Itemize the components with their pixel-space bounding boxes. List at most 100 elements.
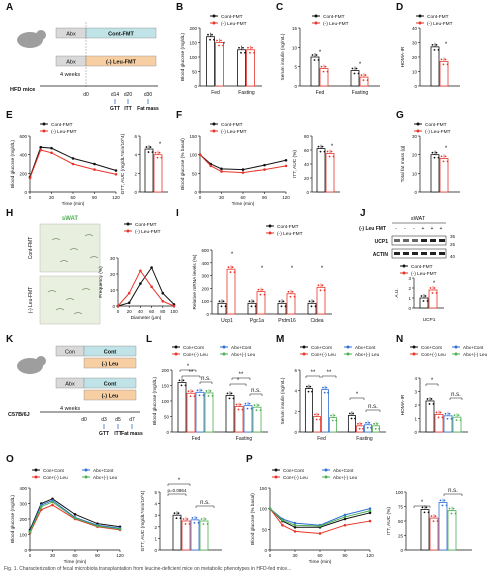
data-point [423,511,426,514]
data-point [358,427,361,430]
data-point [284,305,287,308]
significance-bracket [443,493,463,496]
data-point [320,65,323,68]
bar [452,416,462,433]
bar [447,510,457,551]
legend-marker [274,475,278,479]
data-point [220,305,223,308]
legend-marker [126,222,130,226]
x-axis-label: UCP1 [423,317,436,323]
data-point [268,507,272,510]
data-point [319,418,321,421]
x-tick-label: 60 [72,553,78,558]
significance-label: ** [239,372,244,378]
legend-entry: Cont-FMT [411,264,433,270]
y-axis-label: Serum insulin (ng/mL) [280,377,286,424]
blot-band [430,252,436,255]
significance-label: n.s. [251,388,261,394]
data-point [343,523,347,527]
legend-marker [416,129,420,133]
y-tick-label: 100 [395,490,403,495]
tissue-strand [47,290,57,293]
y-tick-label: 2 [414,403,417,408]
y-tick-label: 200 [201,286,209,291]
data-point [227,266,230,269]
data-point [93,162,96,166]
bar [234,406,244,433]
mw-marker: 35 [450,234,456,239]
panel-letter-p: P [246,454,253,465]
leu-box [83,389,137,401]
data-point [432,520,435,522]
data-point [348,412,351,415]
y-tick-label: 10 [292,45,298,50]
y-axis-label: GTT, AUC (mg/dL*min/10^4) [140,490,146,551]
data-point [457,414,460,417]
series-line [29,498,121,531]
day-label: d0 [81,417,87,423]
tissue-strand [59,260,69,263]
data-point [207,395,210,397]
leu-label: (-) Leu [102,362,119,368]
data-point [435,43,438,46]
data-point [330,150,333,153]
data-point [433,156,436,159]
test-label: ITT [114,431,122,437]
legend-entry: Con+Cont [311,345,333,350]
data-point [71,157,75,160]
tissue-strand [73,312,83,315]
bar [190,519,200,551]
data-point [127,301,131,305]
y-tick-label: 15 [292,26,298,31]
data-point [250,407,253,410]
data-point [257,288,260,291]
data-point [343,515,347,519]
bar [144,148,154,193]
data-point [362,79,365,82]
x-tick-label: 60 [149,309,155,314]
legend-entry: Abx+(-) Leu [463,352,488,357]
cont-box [83,377,137,389]
data-point [50,151,53,155]
data-point [149,146,152,148]
legend-entry: (-) Leu-FMT [411,271,437,277]
data-point [430,398,433,400]
x-tick-label: 120 [116,553,124,558]
legend-entry: (-) Leu-FMT [427,21,453,27]
data-point [310,305,313,308]
category-label: Fed [317,436,326,442]
y-tick-label: 100 [201,299,209,304]
data-point [319,150,322,153]
y-tick-label: 50 [164,415,170,420]
data-point [322,386,324,389]
data-point [226,392,229,395]
data-point [284,158,288,162]
legend-marker [222,352,226,356]
legend-entry: (-) Leu-FMT [277,231,303,237]
significance-label: * [291,266,294,272]
data-point [343,513,347,517]
y-tick-label: 20 [412,55,418,60]
x-tick-label: 30 [219,195,225,200]
category-label: Fasting [236,436,253,442]
y-axis-label: Blood glucose (mg/dL) [152,377,158,425]
y-tick-label: 30 [412,134,418,139]
legend-marker [418,14,422,18]
data-point [350,417,353,420]
legend-marker [212,122,216,126]
data-point [439,499,442,502]
lane-sign: + [422,226,425,232]
data-point [368,421,371,424]
data-point [452,507,455,510]
legend-marker [418,21,422,25]
x-tick-label: 90 [342,553,348,558]
legend-entry: Cont-FMT [135,222,157,228]
y-axis-label: A.U. [394,288,400,297]
legend-entry: Cont-FMT [425,122,447,128]
y-tick-label: 150 [189,41,197,46]
data-point [293,530,297,533]
legend-marker [42,122,46,126]
legend-marker [412,352,416,356]
data-point [178,379,181,382]
data-point [139,282,142,285]
